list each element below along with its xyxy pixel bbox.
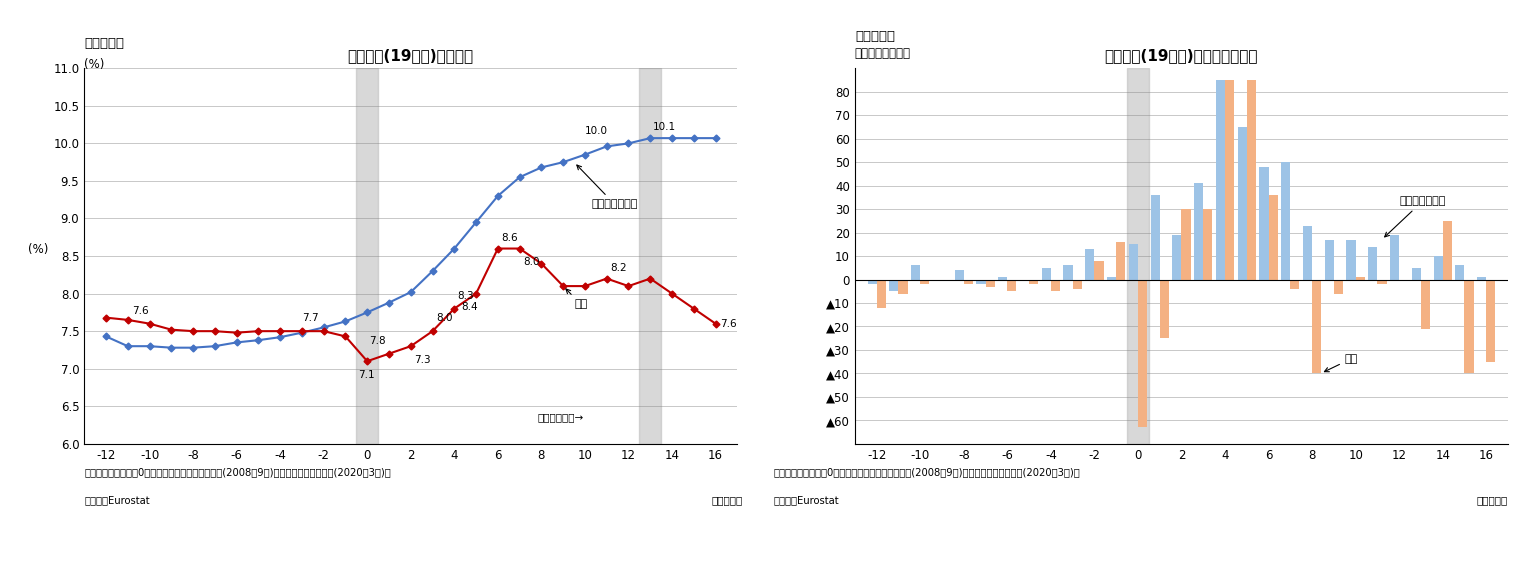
Bar bbox=[1182, 209, 1191, 279]
Text: （経過月）: （経過月） bbox=[712, 496, 743, 506]
Text: 8.0: 8.0 bbox=[524, 257, 539, 267]
Bar bbox=[1487, 279, 1496, 362]
Bar bbox=[1442, 221, 1451, 279]
Bar bbox=[1355, 277, 1364, 279]
Bar bbox=[1085, 249, 1095, 279]
Text: 7.1: 7.1 bbox=[358, 370, 375, 380]
Bar bbox=[1465, 279, 1474, 373]
Text: （注）季節調整値、0は「リーマンブラザーズ破縻(2008年9月)」、「コロナショック(2020年3月)」: （注）季節調整値、0は「リーマンブラザーズ破縻(2008年9月)」、「コロナショ… bbox=[773, 467, 1079, 477]
Bar bbox=[1128, 244, 1138, 279]
Bar bbox=[955, 270, 963, 279]
Bar bbox=[1456, 265, 1465, 279]
Bar bbox=[1138, 279, 1147, 427]
Bar bbox=[986, 279, 995, 287]
Bar bbox=[1291, 279, 1300, 289]
Text: 今回: 今回 bbox=[566, 289, 588, 309]
Bar bbox=[998, 277, 1007, 279]
Bar bbox=[1151, 195, 1159, 279]
Text: 世界金融危機時: 世界金融危機時 bbox=[1384, 196, 1445, 237]
Bar bbox=[1216, 80, 1225, 279]
Bar bbox=[977, 279, 986, 284]
Text: (%): (%) bbox=[84, 58, 104, 71]
Y-axis label: (%): (%) bbox=[28, 243, 49, 256]
Bar bbox=[1116, 242, 1125, 279]
Bar bbox=[1303, 225, 1312, 279]
Text: 8.0: 8.0 bbox=[436, 314, 452, 323]
Bar bbox=[1007, 279, 1017, 291]
Bar bbox=[877, 279, 886, 308]
Bar bbox=[1390, 235, 1399, 279]
Text: 8.3: 8.3 bbox=[458, 291, 475, 301]
Text: （注）季節調整値、0は「リーマンブラザーズ破縻(2008年9月)」、「コロナショック(2020年3月)」: （注）季節調整値、0は「リーマンブラザーズ破縻(2008年9月)」、「コロナショ… bbox=[84, 467, 390, 477]
Bar bbox=[1064, 265, 1073, 279]
Text: 7.7: 7.7 bbox=[302, 314, 318, 323]
Text: 10.1: 10.1 bbox=[652, 122, 675, 132]
Text: 8.6: 8.6 bbox=[501, 233, 517, 243]
Text: 7.6: 7.6 bbox=[132, 306, 149, 316]
Bar bbox=[1041, 268, 1050, 279]
Bar bbox=[911, 265, 920, 279]
Bar bbox=[1269, 195, 1278, 279]
Bar bbox=[890, 279, 899, 291]
Bar bbox=[1029, 279, 1038, 284]
Title: ユーロ圈(19か国)の失業者数変化: ユーロ圈(19か国)の失業者数変化 bbox=[1105, 48, 1258, 63]
Bar bbox=[1477, 277, 1487, 279]
Bar bbox=[1346, 240, 1355, 279]
Bar bbox=[1107, 277, 1116, 279]
Bar bbox=[868, 279, 877, 284]
Bar bbox=[1073, 279, 1082, 289]
Text: 8.2: 8.2 bbox=[609, 263, 626, 273]
Bar bbox=[920, 279, 929, 284]
Text: 7.8: 7.8 bbox=[369, 336, 386, 346]
Text: （経過月）: （経過月） bbox=[1477, 496, 1508, 506]
Text: （図表４）: （図表４） bbox=[854, 30, 896, 43]
Bar bbox=[1260, 167, 1269, 279]
Bar bbox=[1421, 279, 1430, 329]
Text: 今回: 今回 bbox=[1324, 354, 1358, 372]
Bar bbox=[357, 68, 378, 444]
Bar bbox=[1412, 268, 1421, 279]
Text: 7.6: 7.6 bbox=[720, 319, 736, 329]
Bar bbox=[1194, 183, 1203, 279]
Bar bbox=[1281, 162, 1291, 279]
Title: ユーロ圈(19か国)の失業率: ユーロ圈(19か国)の失業率 bbox=[348, 48, 473, 63]
Text: （図表３）: （図表３） bbox=[84, 37, 124, 50]
Bar bbox=[1433, 256, 1442, 279]
Text: 10.0: 10.0 bbox=[585, 126, 608, 137]
Bar bbox=[1312, 279, 1321, 373]
Bar bbox=[1127, 68, 1148, 444]
Text: 7.3: 7.3 bbox=[413, 354, 430, 365]
Bar bbox=[1095, 261, 1104, 279]
Text: 8.4: 8.4 bbox=[461, 302, 478, 312]
Bar bbox=[1237, 127, 1246, 279]
Bar bbox=[1369, 247, 1378, 279]
Bar bbox=[1173, 235, 1182, 279]
Text: （前月差、万人）: （前月差、万人） bbox=[854, 47, 911, 60]
Bar bbox=[1050, 279, 1059, 291]
Bar bbox=[899, 279, 908, 294]
Text: （資料）Eurostat: （資料）Eurostat bbox=[84, 496, 150, 506]
Bar bbox=[963, 279, 972, 284]
Text: （資料）Eurostat: （資料）Eurostat bbox=[773, 496, 839, 506]
Bar bbox=[1225, 80, 1234, 279]
Bar bbox=[1203, 209, 1213, 279]
Bar bbox=[640, 68, 661, 444]
Bar bbox=[1159, 279, 1168, 338]
Text: 欧州債務危機→: 欧州債務危機→ bbox=[537, 412, 583, 422]
Bar bbox=[1334, 279, 1343, 294]
Bar bbox=[1378, 279, 1387, 284]
Text: 世界金融危機時: 世界金融危機時 bbox=[577, 165, 638, 209]
Bar bbox=[1324, 240, 1334, 279]
Bar bbox=[1246, 80, 1255, 279]
